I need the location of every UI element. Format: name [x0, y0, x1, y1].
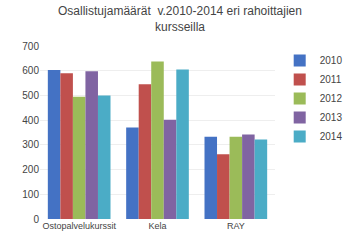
svg-text:2014: 2014 — [320, 131, 343, 142]
svg-text:RAY: RAY — [227, 221, 245, 231]
svg-text:600: 600 — [22, 65, 39, 76]
svg-text:400: 400 — [22, 115, 39, 126]
svg-text:100: 100 — [22, 189, 39, 200]
svg-text:2011: 2011 — [320, 74, 342, 85]
svg-text:200: 200 — [22, 164, 39, 175]
svg-text:700: 700 — [22, 41, 39, 52]
svg-text:0: 0 — [33, 214, 39, 225]
svg-text:2012: 2012 — [320, 93, 343, 104]
svg-text:2013: 2013 — [320, 112, 343, 123]
svg-text:500: 500 — [22, 90, 39, 101]
svg-text:Ostopalvelukurssit: Ostopalvelukurssit — [42, 221, 116, 231]
svg-text:Kela: Kela — [148, 221, 166, 231]
svg-text:300: 300 — [22, 139, 39, 150]
svg-text:2010: 2010 — [320, 55, 343, 66]
svg-text:Osallistujamäärät v.2010-2014: Osallistujamäärät v.2010-2014 eri rahoit… — [58, 4, 302, 34]
